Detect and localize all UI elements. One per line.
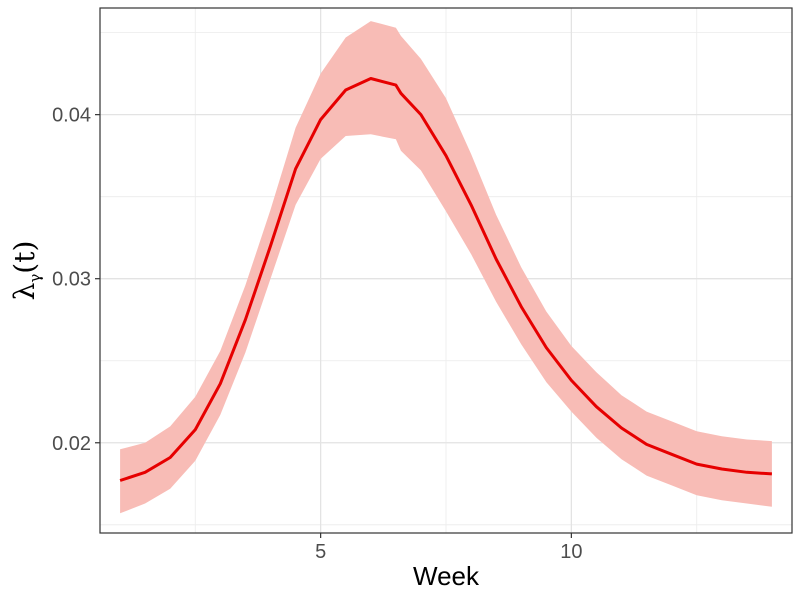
confidence-band bbox=[120, 21, 772, 514]
x-axis-title: Week bbox=[413, 561, 480, 591]
series-line-layer bbox=[119, 77, 772, 482]
y-axis-title-subscript: γ bbox=[26, 274, 44, 283]
x-tick-label: 5 bbox=[315, 541, 326, 563]
y-tick-label: 0.03 bbox=[52, 269, 91, 291]
y-axis-title-argument: (t) bbox=[8, 241, 41, 274]
y-tick-label: 0.02 bbox=[52, 433, 91, 455]
series-line bbox=[119, 77, 772, 482]
y-axis-title-main: λ bbox=[8, 283, 41, 301]
tick-layer: 5 10 0.02 0.03 0.04 bbox=[52, 105, 582, 563]
x-tick-label: 10 bbox=[560, 541, 582, 563]
confidence-band-layer bbox=[120, 21, 772, 514]
y-axis-title: λγ(t) bbox=[8, 241, 44, 301]
y-tick-label: 0.04 bbox=[52, 105, 91, 127]
panel-border bbox=[99, 7, 793, 534]
